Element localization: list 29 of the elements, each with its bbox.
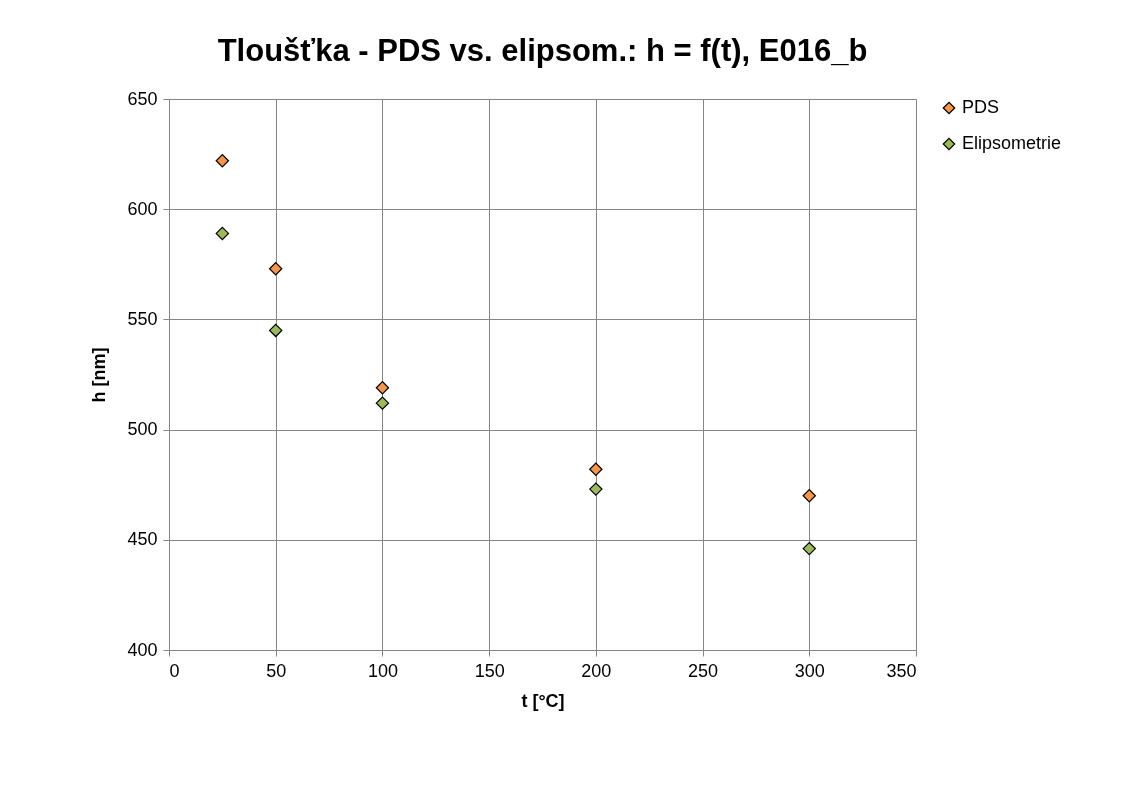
point [268, 323, 283, 338]
chart-title: Tloušťka - PDS vs. elipsom.: h = f(t), E016_b [217, 33, 868, 68]
point [215, 226, 230, 241]
point [802, 541, 817, 556]
legend-label: PDS [962, 97, 1000, 117]
point [268, 261, 283, 276]
point [215, 153, 230, 168]
point [802, 489, 817, 503]
x-tick-label: 50 [266, 660, 287, 681]
x-tick-label: 200 [581, 660, 612, 681]
y-tick-label: 450 [127, 529, 158, 550]
x-tick-label: 300 [794, 660, 825, 681]
point [589, 482, 603, 496]
point [375, 381, 390, 395]
y-tick-label: 550 [127, 308, 158, 329]
point [589, 462, 603, 476]
x-tick-label: 250 [688, 660, 719, 681]
point [375, 396, 390, 410]
legend-label: Elipsometrie [962, 133, 1062, 153]
y-tick-label: 500 [127, 419, 158, 440]
y-tick-label: 400 [127, 639, 158, 660]
y-tick-label: 650 [127, 88, 158, 109]
y-axis-title: h [nm] [89, 347, 110, 403]
x-tick-label: 150 [474, 660, 505, 681]
x-tick-label: 100 [367, 660, 398, 681]
x-tick-label: 0 [169, 660, 180, 681]
y-tick-label: 600 [127, 198, 158, 219]
x-tick-label: 350 [886, 660, 917, 681]
x-axis-title: t [°C] [521, 690, 565, 711]
